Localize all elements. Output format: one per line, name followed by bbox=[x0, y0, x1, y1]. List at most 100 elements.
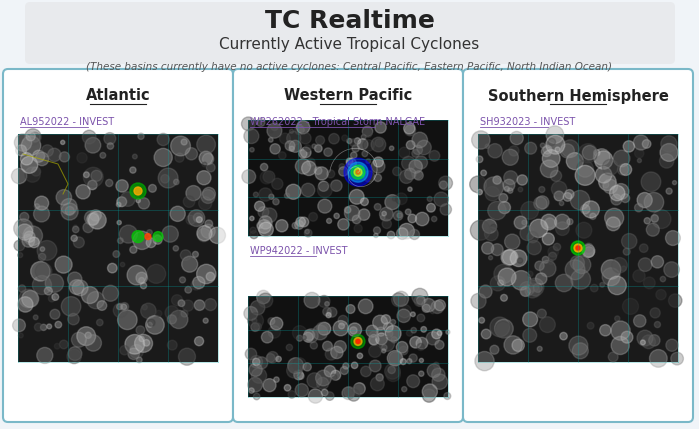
Circle shape bbox=[140, 303, 156, 319]
Circle shape bbox=[396, 193, 407, 205]
Circle shape bbox=[422, 384, 438, 399]
Circle shape bbox=[180, 277, 185, 283]
Circle shape bbox=[659, 154, 674, 168]
Circle shape bbox=[613, 150, 630, 167]
FancyBboxPatch shape bbox=[463, 69, 693, 422]
Circle shape bbox=[312, 325, 328, 340]
Circle shape bbox=[432, 329, 442, 339]
Circle shape bbox=[482, 219, 497, 233]
Circle shape bbox=[522, 220, 526, 225]
Circle shape bbox=[256, 357, 268, 369]
Circle shape bbox=[329, 133, 339, 144]
Circle shape bbox=[489, 256, 493, 260]
Circle shape bbox=[488, 144, 502, 158]
Circle shape bbox=[501, 250, 517, 265]
Circle shape bbox=[331, 374, 337, 380]
Circle shape bbox=[412, 150, 419, 157]
Circle shape bbox=[426, 203, 435, 212]
Circle shape bbox=[108, 263, 117, 273]
Circle shape bbox=[15, 134, 31, 151]
Circle shape bbox=[475, 351, 494, 371]
Circle shape bbox=[316, 323, 328, 334]
Circle shape bbox=[409, 160, 422, 173]
Circle shape bbox=[17, 297, 33, 312]
Circle shape bbox=[582, 201, 599, 218]
Circle shape bbox=[327, 307, 337, 317]
Circle shape bbox=[514, 216, 527, 229]
Circle shape bbox=[253, 192, 259, 197]
Text: TC Realtime: TC Realtime bbox=[264, 9, 435, 33]
Circle shape bbox=[521, 202, 539, 219]
Circle shape bbox=[167, 340, 177, 350]
Circle shape bbox=[244, 129, 259, 144]
Circle shape bbox=[250, 356, 263, 368]
Circle shape bbox=[382, 349, 386, 353]
Circle shape bbox=[576, 222, 592, 238]
Circle shape bbox=[140, 283, 147, 289]
Circle shape bbox=[481, 170, 487, 176]
Circle shape bbox=[199, 197, 212, 210]
Circle shape bbox=[603, 181, 609, 188]
Circle shape bbox=[287, 131, 301, 145]
Circle shape bbox=[69, 280, 84, 294]
Circle shape bbox=[133, 231, 151, 250]
Circle shape bbox=[540, 143, 545, 148]
Circle shape bbox=[415, 156, 428, 169]
Circle shape bbox=[130, 187, 140, 197]
Circle shape bbox=[495, 321, 511, 338]
Circle shape bbox=[346, 158, 356, 169]
Circle shape bbox=[304, 292, 320, 308]
Circle shape bbox=[310, 342, 317, 349]
Circle shape bbox=[44, 287, 52, 295]
Circle shape bbox=[504, 336, 522, 354]
Circle shape bbox=[167, 315, 176, 324]
Circle shape bbox=[203, 318, 208, 323]
Circle shape bbox=[538, 346, 542, 351]
Circle shape bbox=[194, 300, 205, 311]
Circle shape bbox=[652, 210, 671, 229]
Circle shape bbox=[640, 340, 645, 345]
Circle shape bbox=[295, 221, 303, 229]
Circle shape bbox=[490, 276, 505, 291]
Circle shape bbox=[197, 229, 210, 242]
Circle shape bbox=[345, 205, 359, 221]
Circle shape bbox=[644, 218, 650, 224]
Circle shape bbox=[81, 287, 99, 304]
Circle shape bbox=[361, 135, 366, 139]
Circle shape bbox=[254, 201, 265, 211]
Circle shape bbox=[260, 171, 273, 184]
Circle shape bbox=[611, 336, 629, 354]
Circle shape bbox=[402, 156, 415, 170]
Circle shape bbox=[35, 196, 49, 210]
Circle shape bbox=[205, 299, 217, 311]
Circle shape bbox=[505, 234, 520, 249]
Circle shape bbox=[520, 287, 531, 296]
Circle shape bbox=[68, 347, 82, 360]
Circle shape bbox=[427, 196, 432, 202]
Circle shape bbox=[338, 323, 345, 329]
Circle shape bbox=[554, 191, 564, 201]
Circle shape bbox=[280, 133, 290, 144]
Circle shape bbox=[24, 231, 35, 242]
Circle shape bbox=[252, 358, 260, 366]
Circle shape bbox=[338, 219, 349, 230]
Circle shape bbox=[61, 140, 65, 145]
Circle shape bbox=[40, 247, 45, 251]
Circle shape bbox=[88, 211, 106, 229]
Circle shape bbox=[354, 166, 364, 175]
Circle shape bbox=[322, 389, 328, 396]
Circle shape bbox=[397, 309, 410, 323]
Circle shape bbox=[555, 214, 570, 230]
Circle shape bbox=[287, 363, 301, 378]
Circle shape bbox=[384, 329, 393, 338]
Circle shape bbox=[100, 152, 106, 158]
Circle shape bbox=[434, 192, 448, 206]
Circle shape bbox=[350, 139, 357, 146]
Circle shape bbox=[393, 167, 401, 175]
Circle shape bbox=[252, 368, 266, 383]
Circle shape bbox=[103, 285, 119, 301]
Circle shape bbox=[85, 137, 101, 153]
Circle shape bbox=[19, 220, 34, 235]
Circle shape bbox=[284, 193, 289, 198]
Circle shape bbox=[188, 210, 205, 227]
